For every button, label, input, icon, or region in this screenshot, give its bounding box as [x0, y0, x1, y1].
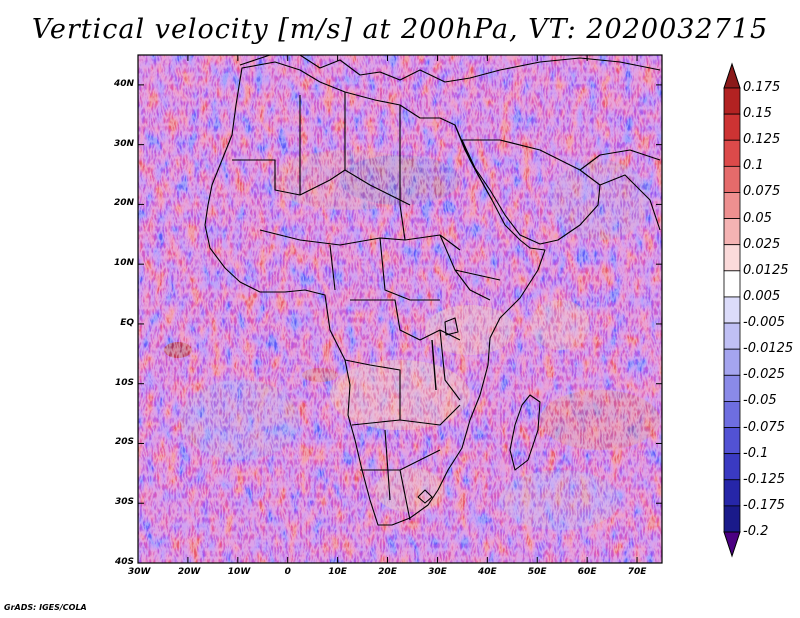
- x-tick-label: 10W: [227, 567, 251, 577]
- colorbar-max-triangle: [723, 62, 741, 89]
- y-tick-label: 20S: [114, 437, 134, 448]
- colorbar-label: -0.075: [743, 419, 785, 435]
- colorbar-min-triangle: [723, 531, 741, 558]
- colorbar-label: -0.125: [743, 471, 785, 487]
- y-tick-label: EQ: [120, 317, 134, 328]
- y-tick-label: 30N: [113, 138, 134, 149]
- colorbar-label: 0.175: [743, 80, 781, 95]
- colorbar-box: [723, 296, 741, 324]
- colorbar-box: [723, 244, 741, 272]
- colorbar-label: 0.1: [743, 158, 764, 174]
- colorbar-box: [723, 322, 741, 350]
- colorbar-label: 0.15: [743, 106, 772, 122]
- map-title: Vertical velocity [m/s] at 200hPa, VT: 2…: [31, 14, 769, 45]
- footer-credit: GrADS: IGES/COLA: [4, 603, 87, 612]
- colorbar-label: 0.0125: [743, 262, 789, 278]
- colorbar-label: 0.125: [743, 132, 781, 148]
- map-frame: [137, 54, 663, 564]
- colorbar-box: [723, 192, 741, 219]
- colorbar-label: -0.1: [743, 445, 769, 461]
- y-tick-label: 40S: [114, 557, 134, 567]
- colorbar-box: [723, 139, 741, 167]
- x-tick-label: 20E: [378, 567, 397, 577]
- colorbar-label: 0.025: [743, 236, 781, 252]
- colorbar-box: [723, 374, 741, 402]
- colorbar-box: [723, 401, 741, 428]
- colorbar-label: 0.075: [743, 184, 781, 200]
- colorbar-label: -0.0125: [743, 341, 794, 357]
- coastlines-and-borders: [204, 55, 661, 526]
- x-tick-label: 30E: [428, 567, 447, 577]
- colorbar-box: [723, 87, 741, 115]
- y-tick-label: 30S: [114, 497, 134, 508]
- colorbar-box: [723, 270, 741, 298]
- colorbar-box: [723, 453, 741, 481]
- colorbar-label: -0.025: [743, 367, 785, 383]
- colorbar-box: [723, 218, 741, 246]
- y-tick-label: 40N: [113, 78, 134, 89]
- colorbar-label: 0.05: [743, 210, 772, 226]
- colorbar-box: [723, 427, 741, 455]
- colorbar-box: [723, 348, 741, 376]
- x-tick-label: 0: [284, 567, 291, 577]
- y-tick-label: 10N: [113, 258, 134, 269]
- colorbar-label: 0.005: [743, 288, 781, 304]
- x-tick-label: 20W: [177, 567, 201, 577]
- x-tick-label: 30W: [128, 567, 151, 577]
- colorbar: [723, 62, 741, 558]
- x-tick-label: 60E: [577, 567, 597, 577]
- x-tick-label: 40E: [477, 567, 497, 577]
- y-tick-label: 20N: [113, 198, 134, 209]
- colorbar-label: -0.005: [743, 315, 785, 331]
- x-tick-label: 10E: [328, 567, 347, 577]
- colorbar-label: -0.2: [743, 524, 769, 539]
- colorbar-label: -0.05: [743, 393, 777, 409]
- colorbar-box: [723, 479, 741, 507]
- x-tick-label: 70E: [627, 567, 647, 577]
- colorbar-box: [723, 165, 741, 193]
- x-tick-label: 50E: [527, 567, 547, 577]
- colorbar-box: [723, 113, 741, 141]
- colorbar-box: [723, 505, 741, 533]
- colorbar-label: -0.175: [743, 497, 785, 513]
- y-tick-label: 10S: [114, 377, 134, 388]
